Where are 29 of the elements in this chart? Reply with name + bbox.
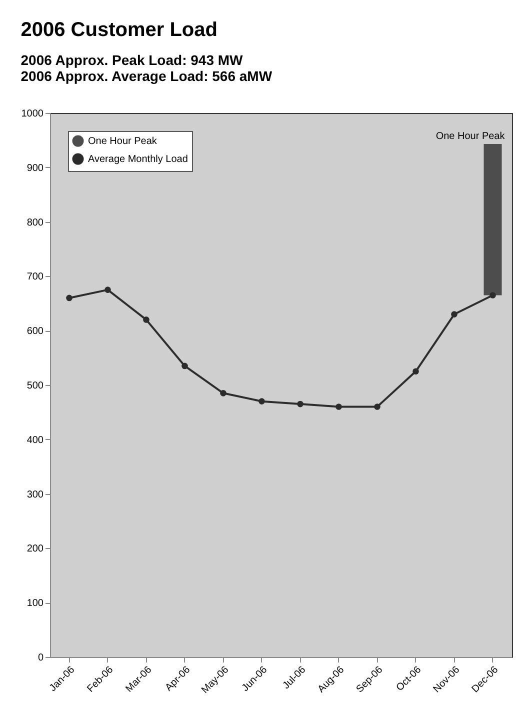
- point: [143, 316, 150, 323]
- y-tick-label: 500: [26, 380, 44, 392]
- point: [297, 400, 304, 408]
- y-tick-label: 300: [26, 489, 44, 500]
- point: [336, 404, 342, 410]
- y-tick-label: 800: [26, 217, 44, 228]
- legend-label: Average Monthly Load: [88, 154, 188, 165]
- y-tick-label: 100: [26, 598, 44, 610]
- y-tick-label: 0: [38, 652, 44, 664]
- chart-title: 2006 Customer Load: [20, 19, 218, 41]
- text: 2006 Approx. Peak Load: 943 MW: [20, 52, 244, 68]
- y-tick-label: 700: [26, 272, 44, 283]
- y-tick-label: 1000: [21, 108, 44, 120]
- annotation: One Hour Peak: [436, 131, 506, 142]
- legend-label: One Hour Peak: [88, 136, 158, 147]
- point: [66, 294, 72, 302]
- point: [490, 292, 496, 298]
- y-tick-label: 600: [26, 326, 44, 338]
- y-tick-label: 200: [26, 544, 44, 555]
- point: [451, 311, 458, 318]
- point: [104, 286, 111, 293]
- y-tick-label: 900: [26, 162, 44, 174]
- y-tick-label: 400: [26, 434, 44, 446]
- point: [412, 368, 419, 375]
- point: [182, 362, 188, 370]
- point: [220, 390, 226, 396]
- point: [258, 398, 265, 404]
- point: [374, 404, 380, 410]
- text: 2006 Approx. Average Load: 566 aMW: [20, 68, 273, 84]
